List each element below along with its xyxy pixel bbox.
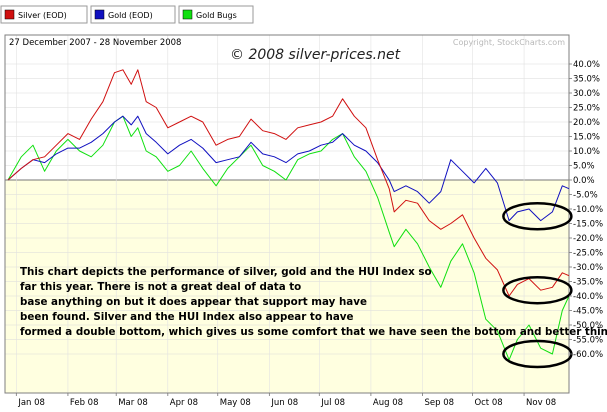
y-tick-label: -10.0% bbox=[573, 205, 603, 215]
y-tick-label: -45.0% bbox=[573, 307, 603, 317]
y-tick-label: -30.0% bbox=[573, 263, 603, 273]
y-tick-label: 0.0% bbox=[573, 176, 595, 186]
legend-box-gold bbox=[90, 5, 176, 24]
y-axis: 40.0% 35.0% 30.0% 25.0% 20.0% 15.0% 10.0% 5.0% 0… bbox=[569, 60, 603, 360]
y-tick-label: 30.0% bbox=[573, 89, 600, 99]
y-tick-label: -20.0% bbox=[573, 234, 603, 244]
x-tick-label: Jan 08 bbox=[17, 398, 45, 408]
legend-label-silver: Silver (EOD) bbox=[18, 11, 67, 20]
y-tick-label: 35.0% bbox=[573, 75, 600, 85]
x-tick-label: Nov 08 bbox=[526, 398, 556, 408]
copyright: Copyright, StockCharts.com bbox=[453, 38, 565, 47]
legend-label-gold: Gold (EOD) bbox=[108, 11, 153, 20]
x-axis: Jan 08 Feb 08 Mar 08 Apr 08 May 08 Jun 08 Jul … bbox=[15, 393, 556, 408]
y-tick-label: -50.0% bbox=[573, 321, 603, 331]
y-tick-label: 25.0% bbox=[573, 104, 600, 114]
annotation: This chart depicts the performance of si… bbox=[20, 266, 607, 338]
annotation-line-4: been found. Silver and the HUI Index als… bbox=[20, 311, 353, 323]
highlight-ellipse bbox=[502, 275, 573, 305]
highlight-ellipse bbox=[502, 202, 573, 231]
date-range: 27 December 2007 - 28 November 2008 bbox=[9, 38, 181, 48]
x-tick-label: Jul 08 bbox=[320, 398, 345, 408]
y-tick-label: -60.0% bbox=[573, 350, 603, 360]
annotation-line-1: This chart depicts the performance of si… bbox=[20, 266, 432, 278]
y-tick-label: -5.0% bbox=[573, 191, 598, 201]
legend-swatch-silver bbox=[4, 9, 15, 20]
legend-swatch-gold bbox=[94, 9, 105, 20]
x-tick-label: Aug 08 bbox=[373, 398, 403, 408]
highlight-ellipses bbox=[502, 202, 573, 369]
x-tick-label: Feb 08 bbox=[70, 398, 99, 408]
series-line-gold-eod bbox=[7, 115, 570, 222]
annotation-line-3: base anything on but it does appear that… bbox=[20, 296, 367, 308]
x-tick-label: Jun 08 bbox=[270, 398, 298, 408]
y-tick-label: 20.0% bbox=[573, 118, 600, 128]
annotation-line-2: far this year. There is not a great deal… bbox=[20, 281, 301, 293]
x-tick-label: Apr 08 bbox=[170, 398, 198, 408]
legend-box-silver bbox=[0, 5, 88, 24]
legend-box-goldbugs bbox=[178, 5, 254, 24]
y-tick-label: -55.0% bbox=[573, 336, 603, 346]
legend-label-goldbugs: Gold Bugs bbox=[196, 11, 237, 20]
y-tick-label: -40.0% bbox=[573, 292, 603, 302]
x-tick-label: Mar 08 bbox=[118, 398, 148, 408]
negative-region bbox=[5, 180, 569, 393]
y-tick-label: -35.0% bbox=[573, 278, 603, 288]
y-tick-label: -25.0% bbox=[573, 249, 603, 259]
legend: Silver (EOD) Gold (EOD) Gold Bugs bbox=[0, 5, 254, 24]
y-tick-label: -15.0% bbox=[573, 220, 603, 230]
x-tick-label: May 08 bbox=[220, 398, 251, 408]
watermark: © 2008 silver-prices.net bbox=[230, 47, 401, 63]
series-line-gold-bugs bbox=[7, 115, 570, 361]
grid bbox=[5, 35, 569, 393]
legend-swatch-goldbugs bbox=[182, 9, 193, 20]
series-line-silver-eod bbox=[7, 69, 570, 297]
series-layer bbox=[7, 69, 570, 361]
y-tick-label: 40.0% bbox=[573, 60, 600, 70]
y-tick-label: 15.0% bbox=[573, 133, 600, 143]
y-tick-label: 10.0% bbox=[573, 147, 600, 157]
plot-frame bbox=[4, 34, 570, 394]
annotation-line-5: formed a double bottom, which gives us s… bbox=[20, 326, 607, 338]
x-tick-label: Oct 08 bbox=[474, 398, 502, 408]
y-tick-label: 5.0% bbox=[573, 162, 595, 172]
x-tick-label: Sep 08 bbox=[425, 398, 455, 408]
